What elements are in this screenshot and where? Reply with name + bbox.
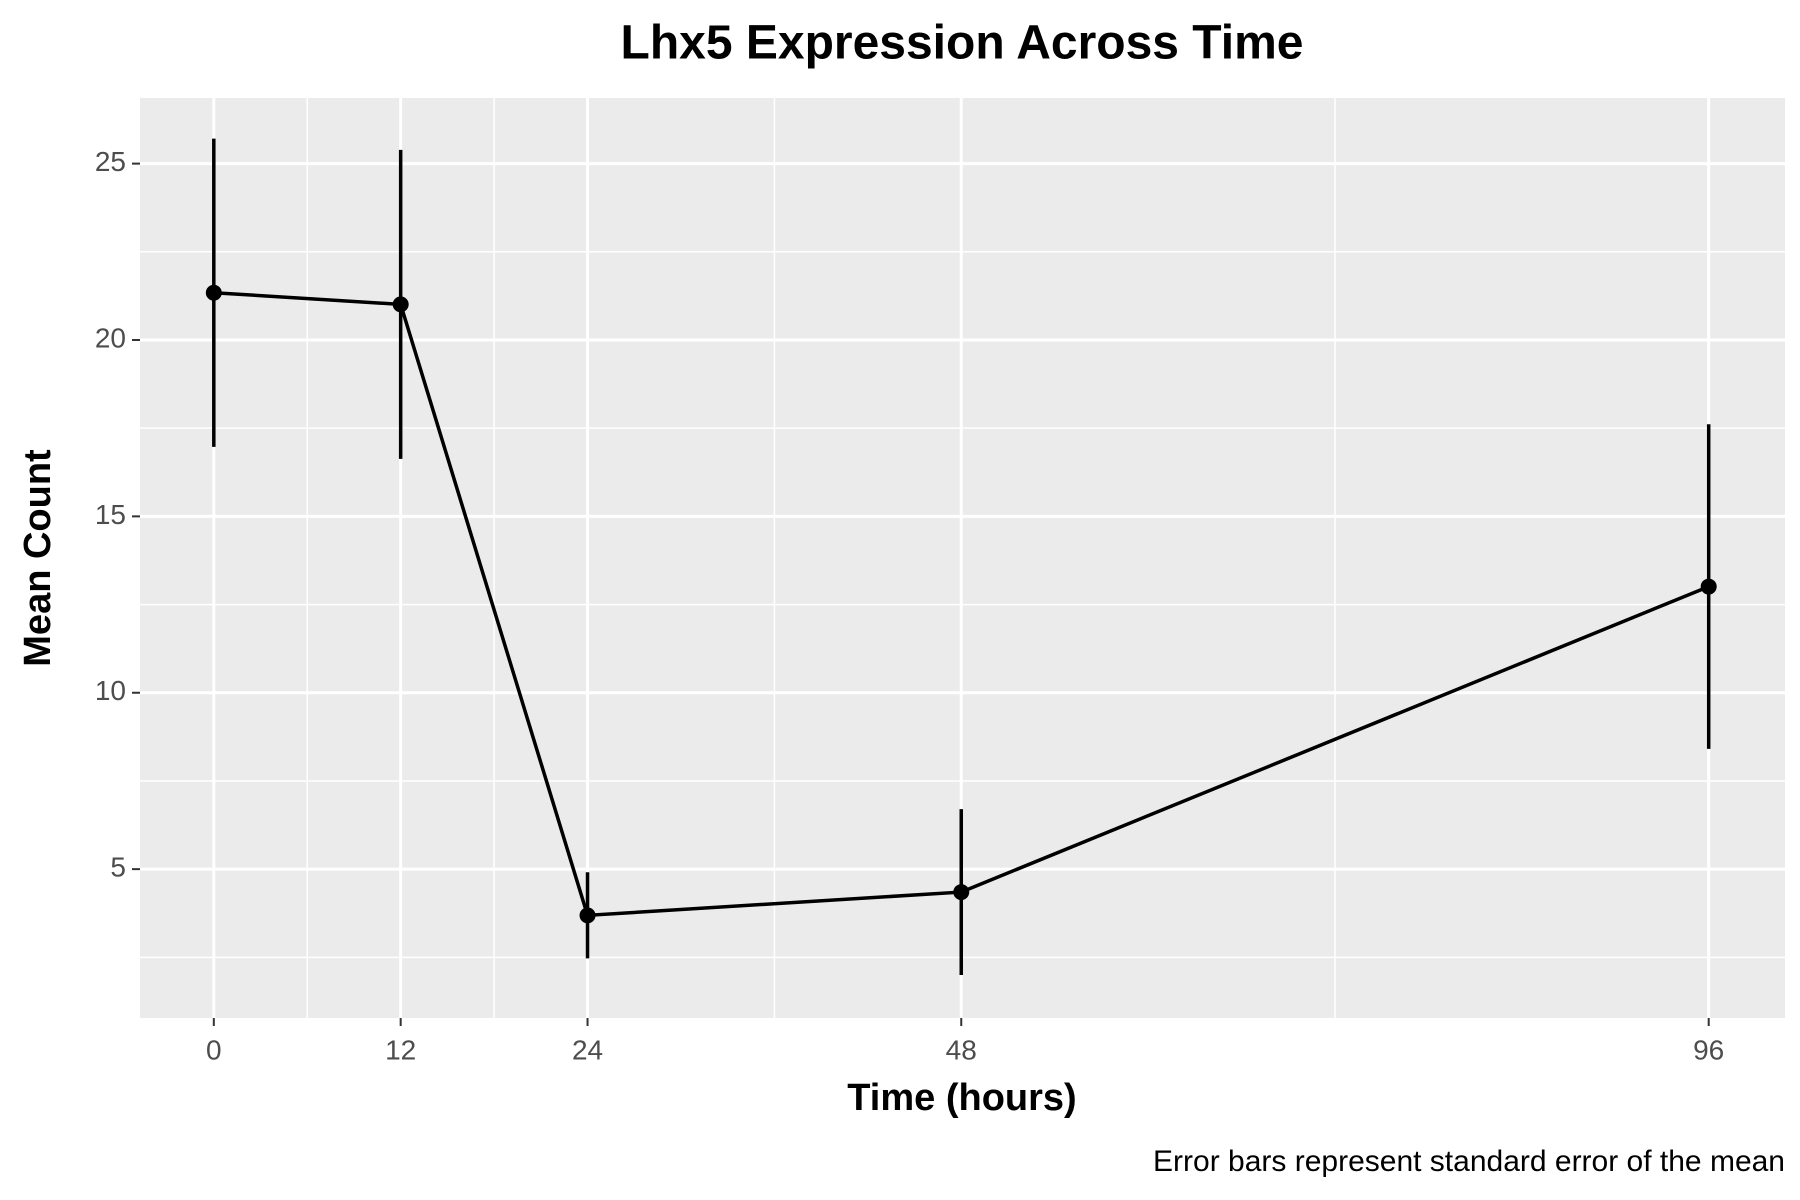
point — [392, 296, 409, 313]
x-tick-label: 0 — [206, 1034, 222, 1065]
x-tick-label: 48 — [946, 1034, 977, 1065]
y-tick-label: 20 — [95, 322, 126, 353]
y-tick-label: 5 — [110, 852, 126, 883]
y-axis-title: Mean Count — [17, 449, 59, 667]
y-tick-label: 15 — [95, 499, 126, 530]
point — [1700, 578, 1717, 595]
x-axis-title: Time (hours) — [847, 1077, 1076, 1119]
x-tick-label: 12 — [385, 1034, 416, 1065]
point — [205, 284, 222, 301]
y-tick-label: 10 — [95, 675, 126, 706]
point — [953, 884, 970, 901]
chart-title: Lhx5 Expression Across Time — [621, 17, 1304, 70]
y-tick-label: 25 — [95, 146, 126, 177]
point — [579, 907, 596, 924]
caption: Error bars represent standard error of t… — [1153, 1145, 1785, 1178]
x-tick-label: 24 — [572, 1034, 603, 1065]
x-tick-label: 96 — [1693, 1034, 1724, 1065]
